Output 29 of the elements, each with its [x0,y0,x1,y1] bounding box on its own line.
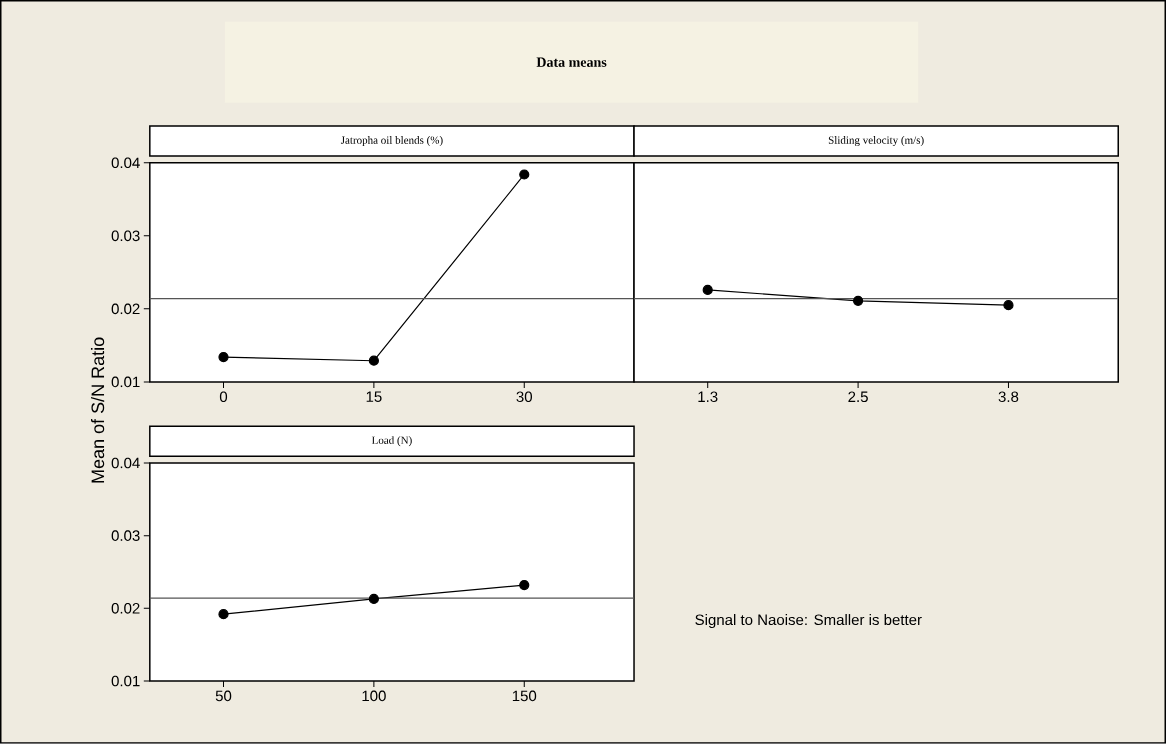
y-tick-label: 0.01 [111,675,140,687]
point [368,593,379,605]
text: Signal to Naoise: Smaller is better [695,614,922,629]
y-tick-label: 0.04 [111,157,140,169]
x-tick-label: 30 [516,391,532,403]
x-tick-label: 150 [512,690,537,702]
y-tick-label: 0.03 [111,530,140,542]
x-tick-label: 2.5 [848,391,868,403]
y-tick-label: 0.03 [111,230,140,242]
point [519,580,530,591]
point [368,355,379,366]
y-tick-label: 0.04 [111,457,140,469]
text: Data means [536,57,607,67]
point [519,169,530,180]
point [218,609,229,620]
x-tick-label: 50 [215,690,232,702]
chart-title: Load (N) [371,436,412,447]
chart-title: Sliding velocity (m/s) [828,136,924,147]
x-tick-label: 1.3 [698,391,718,403]
y-tick-label: 0.01 [111,376,140,388]
x-tick-label: 15 [366,391,382,402]
y-tick-label: 0.02 [111,303,140,315]
y-axis-title: Mean of S/N Ratio [90,337,105,483]
y-tick-label: 0.02 [111,603,140,614]
chart-title: Jatropha oil blends (%) [340,136,443,147]
x-tick-label: 100 [362,690,386,702]
x-tick-label: 0 [219,391,228,403]
point [218,352,229,363]
x-tick-label: 3.8 [998,391,1019,403]
